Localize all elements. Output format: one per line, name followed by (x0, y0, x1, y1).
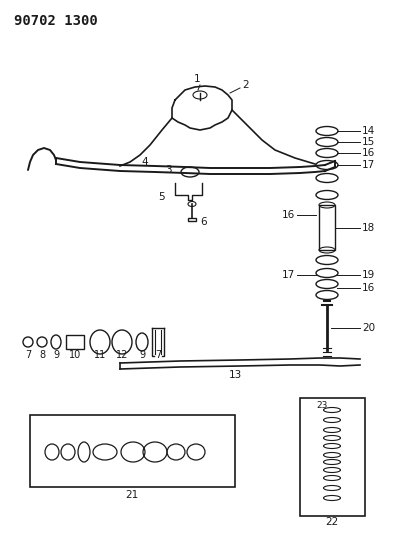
Text: 16: 16 (361, 283, 374, 293)
Bar (188, 218, 195, 221)
Text: 21: 21 (125, 490, 138, 500)
Bar (299, 398, 364, 516)
Text: 5: 5 (158, 192, 165, 202)
Text: 11: 11 (94, 350, 106, 360)
Text: 22: 22 (325, 517, 338, 527)
Text: 7: 7 (25, 350, 31, 360)
Bar (66, 335, 84, 349)
Text: 12: 12 (116, 350, 128, 360)
Text: 4: 4 (141, 157, 147, 167)
Bar (30, 415, 235, 487)
Text: 2: 2 (242, 80, 248, 90)
Text: 90702 1300: 90702 1300 (14, 14, 97, 28)
Text: 9: 9 (53, 350, 59, 360)
Text: 6: 6 (199, 217, 206, 227)
Text: 14: 14 (361, 126, 374, 136)
Text: 23: 23 (316, 400, 327, 409)
Text: 16: 16 (361, 148, 374, 158)
Text: 17: 17 (361, 160, 374, 170)
Text: 10: 10 (69, 350, 81, 360)
Bar (318, 205, 334, 250)
Text: 1: 1 (193, 74, 200, 84)
Text: 9: 9 (139, 350, 145, 360)
Text: 20: 20 (361, 323, 374, 333)
Text: 16: 16 (281, 210, 294, 220)
Text: 3: 3 (165, 165, 171, 175)
Text: 15: 15 (361, 137, 374, 147)
Text: 19: 19 (361, 270, 374, 280)
Text: 18: 18 (361, 223, 374, 233)
Text: 13: 13 (228, 370, 241, 380)
Text: 7: 7 (154, 350, 161, 360)
Text: 17: 17 (281, 270, 294, 280)
Text: 8: 8 (39, 350, 45, 360)
